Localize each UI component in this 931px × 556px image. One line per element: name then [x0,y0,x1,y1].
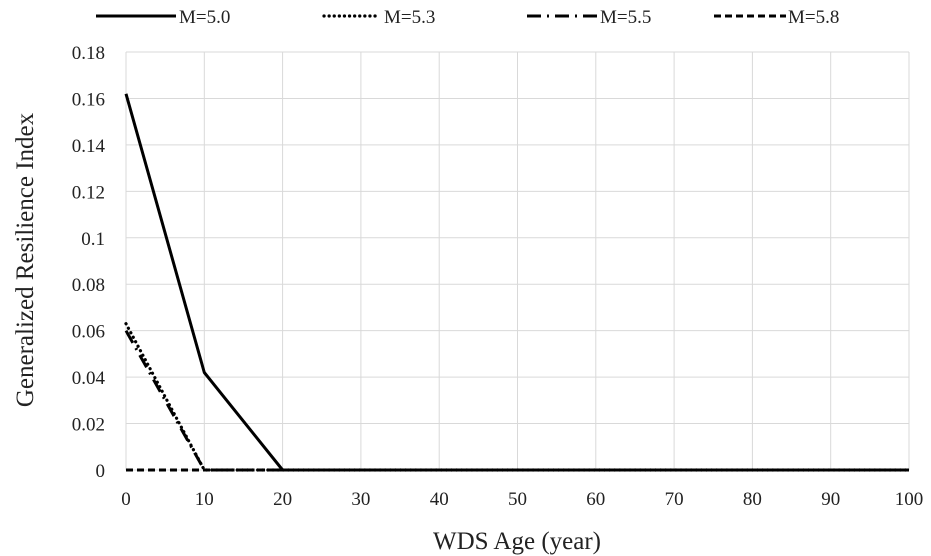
x-tick-label: 40 [430,489,449,510]
legend-label: M=5.0 [179,7,230,28]
y-tick-label: 0.04 [72,368,106,389]
x-tick-label: 50 [508,489,527,510]
x-tick-label: 30 [351,489,370,510]
x-axis-title: WDS Age (year) [433,528,601,555]
legend-label: M=5.5 [600,7,651,28]
y-tick-label: 0.1 [81,229,105,250]
x-tick-label: 60 [586,489,605,510]
gridlines [125,51,910,471]
x-tick-label: 0 [121,489,131,510]
legend: M=5.0 M=5.3 M=5.5 M=5.8 [96,7,839,28]
y-tick-label: 0.06 [72,322,105,343]
legend-label: M=5.8 [788,7,839,28]
y-tick-label: 0.08 [72,275,105,296]
y-tick-label: 0.18 [72,43,105,64]
y-tick-label: 0.16 [72,89,105,110]
legend-label: M=5.3 [384,7,435,28]
y-tick-label: 0.14 [72,136,106,157]
y-tick-label: 0 [96,461,106,482]
series-lines [124,93,911,472]
series-line-M=5.0 [124,93,909,472]
x-tick-label: 70 [665,489,684,510]
x-tick-label: 90 [821,489,840,510]
y-axis-title: Generalized Resilience Index [12,112,39,407]
x-tick-label: 100 [895,489,924,510]
x-tick-labels: 0 10 20 30 40 50 60 70 80 90 100 [121,489,923,510]
x-tick-label: 80 [743,489,762,510]
x-tick-label: 10 [195,489,214,510]
y-tick-label: 0.02 [72,415,105,436]
y-tick-label: 0.12 [72,182,105,203]
x-tick-label: 20 [273,489,292,510]
y-tick-labels: 0 0.02 0.04 0.06 0.08 0.1 0.12 0.14 0.16 0.18 [72,43,106,482]
